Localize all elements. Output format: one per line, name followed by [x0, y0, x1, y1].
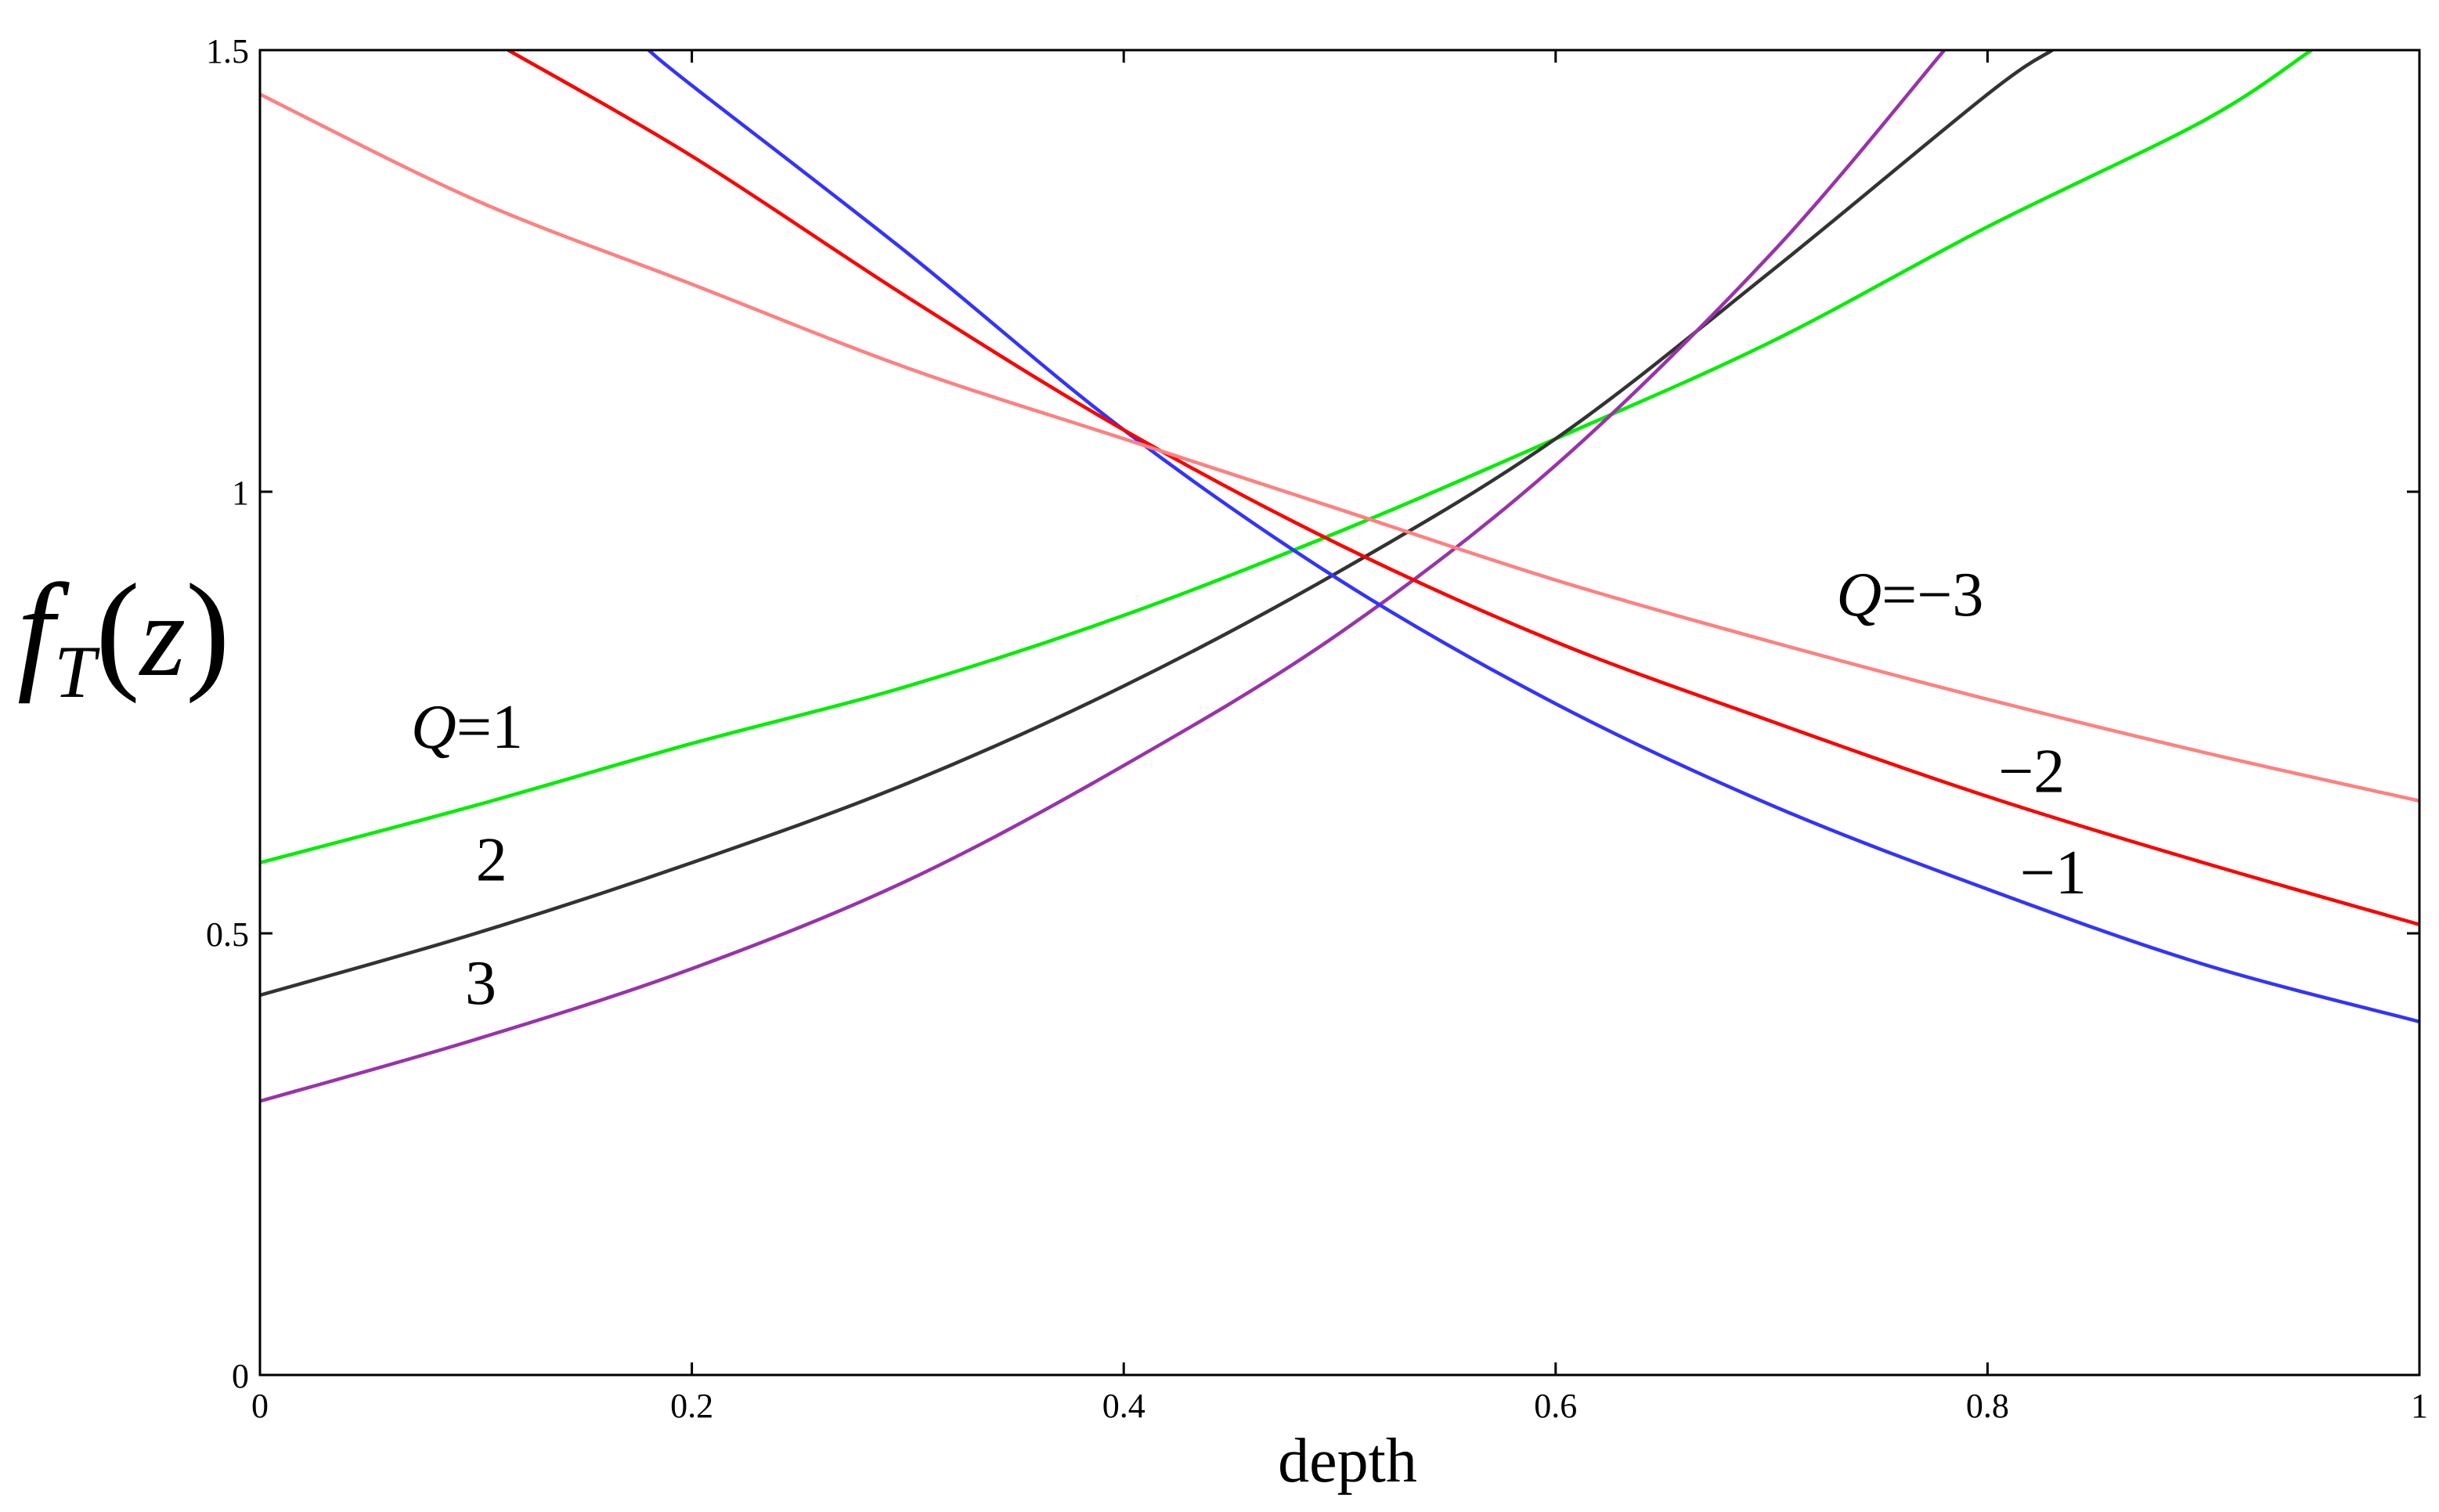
q3-label: 3 — [465, 949, 496, 1018]
x-tick-label: 0.8 — [1966, 1387, 2009, 1425]
plot-frame — [258, 49, 2421, 1377]
x-tick-label: 0.2 — [670, 1387, 713, 1425]
x-tick-label: 0 — [251, 1387, 269, 1425]
series-line-qminus1 — [647, 50, 2419, 1024]
y-axis-label-subscript: T — [54, 630, 100, 713]
y-tick-label: 0.5 — [206, 915, 249, 954]
qm3-label: Q=−3 — [1836, 561, 1983, 630]
qm1-label-value: −1 — [2020, 839, 2087, 908]
y-tick-label: 0 — [232, 1357, 249, 1395]
y-tick-label: 1.5 — [206, 32, 249, 70]
q1-label: Q=1 — [411, 693, 523, 762]
qm3-label-variable: Q — [1836, 561, 1882, 630]
qm3-label-value: =−3 — [1882, 561, 1983, 630]
q1-label-value: =1 — [456, 693, 523, 762]
y-axis-label-open-paren: ( — [96, 557, 140, 704]
x-tick-label: 1 — [2411, 1387, 2428, 1425]
series-group — [260, 50, 2419, 1103]
axes-layer: 0 0.2 0.4 0.6 0.8 1 0 0.5 1 1.5 — [206, 32, 2428, 1425]
series-line-q1 — [260, 50, 2314, 865]
x-tick-label: 0.6 — [1534, 1387, 1577, 1425]
series-line-q2 — [260, 50, 2055, 998]
qm1-label: −1 — [2020, 839, 2087, 908]
y-axis-label: fT(z) — [17, 557, 230, 713]
q3-label-value: 3 — [465, 949, 496, 1018]
x-axis-label: depth — [1278, 1427, 1417, 1496]
y-axis-label-close-paren: ) — [186, 557, 230, 704]
series-line-q3 — [260, 50, 1947, 1103]
y-tick-label: 1 — [232, 474, 249, 512]
q2-label-value: 2 — [476, 825, 507, 894]
q1-label-variable: Q — [411, 693, 456, 762]
y-axis-label-argument: z — [139, 571, 186, 701]
qm2-label: −2 — [1998, 738, 2065, 807]
qm2-label-value: −2 — [1998, 738, 2065, 807]
series-line-qminus3 — [260, 92, 2419, 803]
q2-label: 2 — [476, 825, 507, 894]
x-tick-label: 0.4 — [1102, 1387, 1146, 1425]
plot-layer — [260, 50, 2419, 1103]
series-line-qminus2 — [506, 50, 2419, 926]
